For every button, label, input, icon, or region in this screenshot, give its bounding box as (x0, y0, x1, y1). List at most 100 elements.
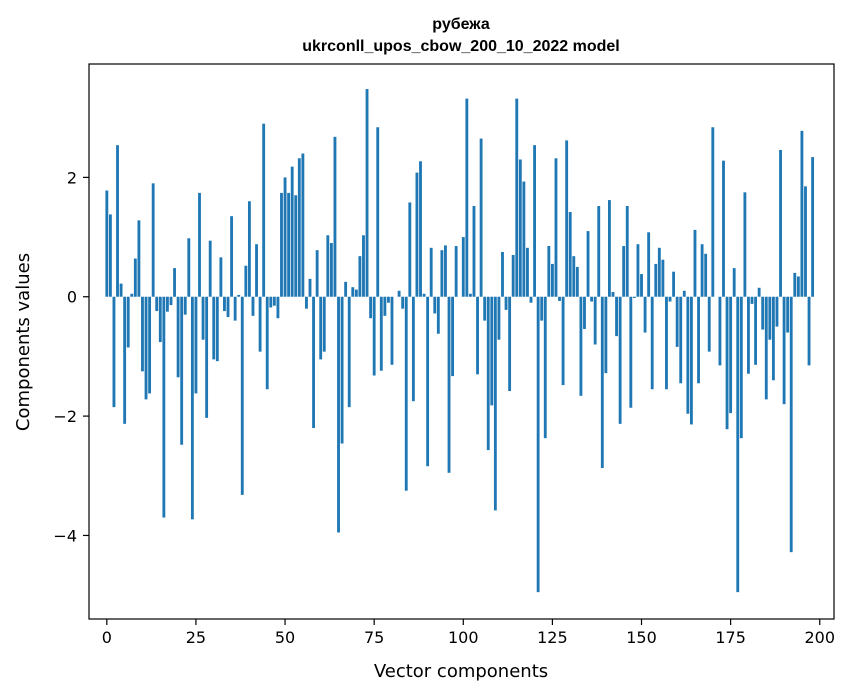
bar-104 (476, 296, 479, 375)
bar-190 (782, 296, 786, 405)
bar-20 (176, 296, 180, 378)
bar-42 (255, 244, 258, 297)
bar-121 (536, 296, 540, 593)
bar-129 (565, 140, 569, 297)
bar-192 (789, 296, 793, 553)
bar-134 (583, 296, 586, 329)
bar-152 (647, 232, 651, 297)
bar-127 (558, 296, 561, 301)
bar-139 (600, 296, 604, 469)
bar-193 (793, 272, 797, 297)
bar-174 (725, 296, 729, 430)
x-tick-label: 0 (102, 628, 112, 647)
bar-49 (280, 192, 283, 297)
bar-16 (162, 296, 166, 518)
bar-93 (436, 296, 440, 334)
bar-91 (429, 247, 433, 297)
bar-21 (180, 296, 184, 445)
bar-143 (615, 296, 618, 337)
bar-52 (290, 166, 294, 297)
bar-118 (526, 247, 529, 297)
bar-110 (497, 296, 501, 340)
y-axis-ticks: 2 0 −2 −4 (53, 168, 89, 545)
bar-3 (116, 145, 119, 297)
bar-37 (237, 294, 241, 297)
bar-188 (775, 296, 779, 327)
x-tick-label: 200 (804, 628, 835, 647)
bar-89 (422, 293, 426, 297)
bar-44 (262, 123, 266, 297)
bar-84 (404, 296, 408, 491)
bar-54 (297, 158, 301, 297)
bar-72 (362, 235, 365, 297)
bar-175 (729, 296, 733, 414)
bar-115 (515, 98, 519, 297)
bar-59 (315, 250, 319, 297)
bar-122 (540, 296, 544, 321)
bar-24 (190, 296, 194, 520)
bar-130 (568, 212, 572, 297)
x-tick-label: 50 (275, 628, 295, 647)
y-tick-label: −2 (53, 407, 77, 426)
x-tick-label: 150 (626, 628, 657, 647)
bar-95 (444, 245, 447, 297)
bar-146 (625, 206, 629, 297)
bar-181 (750, 296, 754, 304)
bar-4 (119, 283, 123, 297)
bar-109 (493, 296, 497, 511)
x-tick-label: 25 (186, 628, 206, 647)
bar-22 (183, 296, 187, 315)
bar-34 (226, 296, 230, 318)
bar-0 (105, 190, 109, 297)
bar-82 (397, 290, 401, 297)
bar-15 (158, 296, 162, 343)
bar-102 (468, 293, 472, 297)
bar-71 (358, 256, 362, 297)
chart-title-line2: ukrconll_upos_cbow_200_10_2022 model (302, 38, 619, 55)
bar-141 (608, 200, 611, 297)
bar-149 (636, 244, 640, 297)
bar-19 (173, 268, 176, 297)
bar-162 (682, 290, 686, 297)
x-axis-ticks: 0 25 50 75 100 125 150 175 200 (102, 619, 835, 647)
bar-61 (322, 296, 326, 352)
bar-106 (483, 296, 487, 321)
bar-70 (354, 289, 358, 297)
bar-65 (337, 296, 340, 533)
bar-189 (779, 149, 782, 297)
bar-47 (272, 296, 276, 306)
bar-69 (351, 287, 355, 297)
x-tick-label: 75 (364, 628, 384, 647)
bar-138 (597, 206, 601, 297)
bar-137 (593, 296, 597, 345)
bar-97 (451, 296, 455, 377)
bar-1 (108, 214, 112, 297)
plot-frame (88, 63, 835, 620)
y-tick-label: −4 (53, 526, 77, 545)
bar-2 (112, 296, 116, 408)
bar-126 (554, 158, 558, 297)
bar-112 (504, 296, 508, 310)
bar-53 (294, 195, 298, 297)
bar-40 (247, 201, 251, 297)
bar-180 (747, 296, 750, 374)
bar-90 (426, 296, 430, 467)
bar-170 (711, 127, 715, 297)
bar-31 (215, 296, 219, 362)
chart-title-line1: рубежа (432, 16, 490, 33)
bar-7 (130, 293, 134, 297)
bar-151 (643, 296, 647, 333)
bar-135 (586, 231, 590, 297)
bar-150 (640, 274, 643, 297)
bar-32 (219, 257, 223, 297)
bar-75 (372, 296, 376, 376)
bar-123 (543, 296, 547, 439)
bar-5 (123, 296, 127, 424)
bar-58 (312, 296, 315, 429)
bar-85 (408, 202, 412, 297)
bar-41 (251, 296, 255, 316)
bar-46 (269, 296, 273, 308)
bar-124 (547, 246, 551, 297)
bar-12 (148, 296, 152, 394)
